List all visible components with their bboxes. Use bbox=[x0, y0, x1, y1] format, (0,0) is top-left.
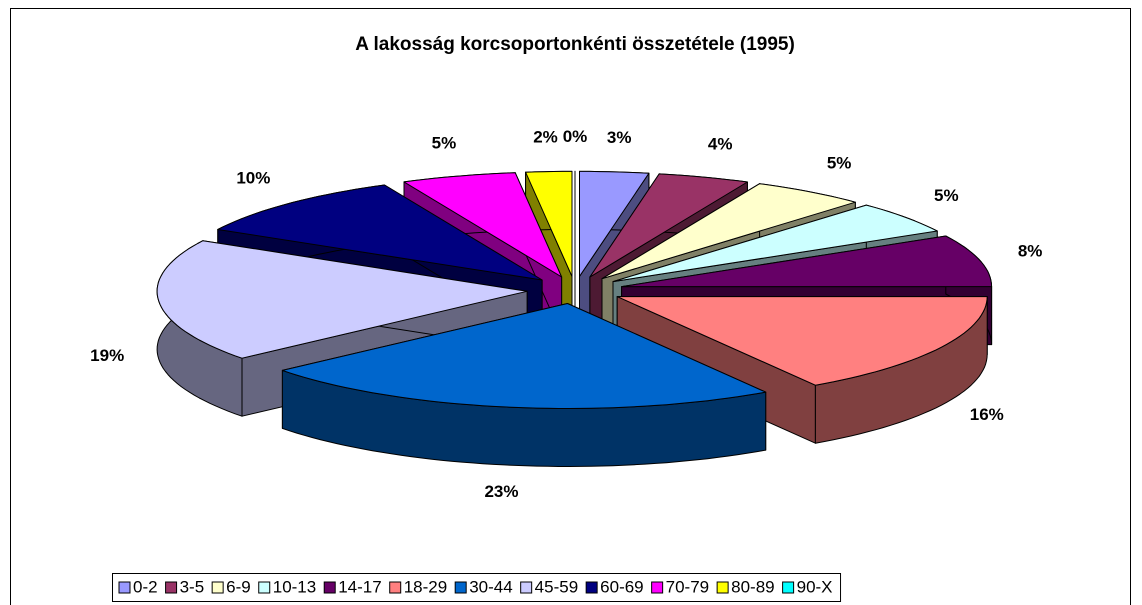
slice bbox=[579, 170, 650, 277]
legend-swatch bbox=[165, 581, 178, 594]
data-label: 8% bbox=[1018, 242, 1043, 261]
legend-label: 0-2 bbox=[133, 577, 158, 596]
legend-label: 3-5 bbox=[180, 577, 205, 596]
slice bbox=[616, 296, 988, 386]
legend-swatch bbox=[258, 581, 271, 594]
slice bbox=[621, 235, 993, 288]
data-label: 0% bbox=[563, 127, 588, 146]
data-label: 4% bbox=[708, 135, 733, 154]
legend-label: 6-9 bbox=[226, 577, 251, 596]
legend-label: 30-44 bbox=[469, 577, 512, 596]
data-label: 5% bbox=[432, 133, 457, 152]
legend-swatch bbox=[585, 581, 598, 594]
data-label: 5% bbox=[827, 154, 852, 173]
legend-label: 10-13 bbox=[273, 577, 316, 596]
legend: 0-2 3-5 6-9 10-13 14-17 18-29 30-44 45-59 60-69 7… bbox=[112, 573, 842, 602]
data-label: 3% bbox=[607, 128, 632, 147]
data-label: 10% bbox=[236, 168, 270, 187]
slice bbox=[589, 173, 748, 278]
data-label: 19% bbox=[90, 346, 124, 365]
data-label: 23% bbox=[484, 482, 518, 501]
slice bbox=[525, 170, 573, 277]
legend-label: 14-17 bbox=[338, 577, 381, 596]
legend-swatch bbox=[651, 581, 664, 594]
legend-swatch bbox=[520, 581, 533, 594]
legend-swatch bbox=[389, 581, 402, 594]
slice bbox=[601, 183, 856, 280]
legend-label: 18-29 bbox=[404, 577, 447, 596]
legend-label: 90-X bbox=[797, 577, 833, 596]
slice bbox=[403, 172, 563, 278]
slice bbox=[281, 303, 767, 409]
data-label: 5% bbox=[934, 186, 959, 205]
slice bbox=[217, 184, 543, 281]
legend-swatch bbox=[118, 581, 131, 594]
legend-label: 45-59 bbox=[535, 577, 578, 596]
pie: 3% 4% 5% 5% 8% 16% 23% 19% 10% 5% 2% 0% bbox=[90, 127, 1042, 501]
legend-swatch bbox=[211, 581, 224, 594]
legend-label: 60-69 bbox=[600, 577, 643, 596]
chart-title: A lakosság korcsoportonkénti összetétele… bbox=[355, 34, 795, 55]
data-label: 2% bbox=[533, 128, 558, 147]
legend-swatch bbox=[323, 581, 336, 594]
slice bbox=[612, 204, 938, 283]
legend-swatch bbox=[716, 581, 729, 594]
legend-label: 80-89 bbox=[731, 577, 774, 596]
legend-label: 70-79 bbox=[666, 577, 709, 596]
slice bbox=[156, 240, 528, 359]
legend-swatch bbox=[782, 581, 795, 594]
legend-swatch bbox=[454, 581, 467, 594]
data-label: 16% bbox=[970, 405, 1004, 424]
